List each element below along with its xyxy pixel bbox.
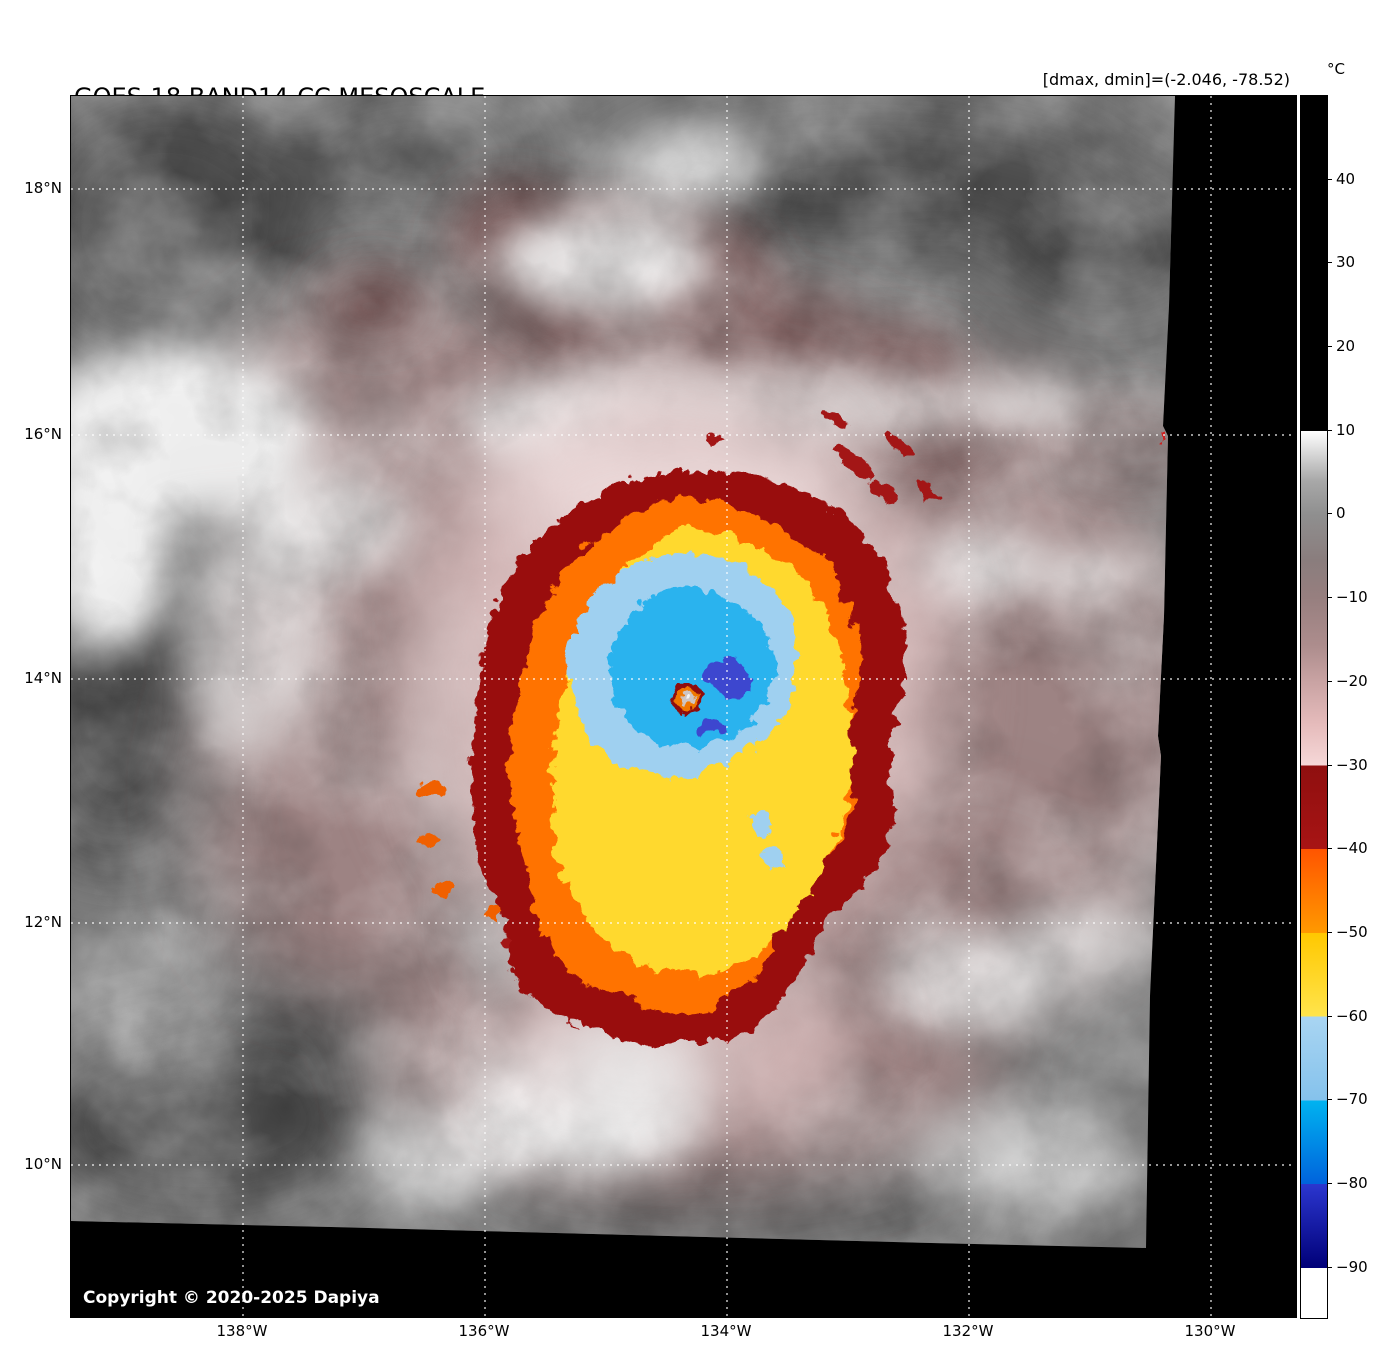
- powderblue-specks: [746, 805, 779, 862]
- lat-label: 14°N: [24, 669, 62, 687]
- colorbar-tick-mark: [1327, 262, 1332, 264]
- colorbar-tick-mark: [1327, 429, 1332, 431]
- colorbar-tick-mark: [1327, 764, 1332, 766]
- colorbar-tick-mark: [1327, 931, 1332, 933]
- colorbar-tick-mark: [1327, 1015, 1332, 1017]
- data-region: [71, 96, 1175, 1248]
- dmax-dmin-text: [dmax, dmin]=(-2.046, -78.52): [1042, 70, 1290, 89]
- colorbar-tick-mark: [1327, 1266, 1332, 1268]
- coldest-deepblue-patch: [700, 655, 746, 693]
- lon-label: 130°W: [1184, 1322, 1236, 1340]
- lat-label: 12°N: [24, 913, 62, 931]
- coldest-deepblue-patch-small: [694, 715, 720, 733]
- colorbar-tick-label: 0: [1336, 504, 1346, 523]
- orange-specks-west: [412, 776, 508, 946]
- colorbar-tick-mark: [1327, 1099, 1332, 1101]
- colorbar-tick-mark: [1327, 178, 1332, 180]
- colorbar-gradient: [1301, 96, 1327, 1318]
- lat-label: 16°N: [24, 425, 62, 443]
- colorbar-tick-label: 10: [1336, 420, 1356, 439]
- colorbar-tick-mark: [1327, 1183, 1332, 1185]
- colorbar-tick-mark: [1327, 597, 1332, 599]
- lon-label: 134°W: [700, 1322, 752, 1340]
- lat-label: 10°N: [24, 1155, 62, 1173]
- lon-label: 138°W: [216, 1322, 268, 1340]
- colorbar-tick-label: 20: [1336, 337, 1356, 356]
- colorbar-tick-label: −20: [1336, 671, 1368, 690]
- lon-label: 136°W: [458, 1322, 510, 1340]
- colorbar-tick-label: −70: [1336, 1090, 1368, 1109]
- colorbar-tick-mark: [1327, 848, 1332, 850]
- colorbar-tick-mark: [1327, 680, 1332, 682]
- colorbar-tick-label: −60: [1336, 1006, 1368, 1025]
- red-streaks-northeast: [701, 408, 936, 498]
- colorbar-tick-label: −80: [1336, 1174, 1368, 1193]
- colorbar-tick-label: 30: [1336, 253, 1356, 272]
- hurricane-eye: [667, 677, 699, 709]
- colorbar: [1300, 95, 1328, 1319]
- colorbar-tick-label: −10: [1336, 588, 1368, 607]
- colorbar-tick-label: −50: [1336, 922, 1368, 941]
- gridlines: [71, 96, 1296, 1317]
- hurricane-core: [412, 408, 1165, 1042]
- lon-label: 132°W: [942, 1322, 994, 1340]
- colorbar-unit-label: °C: [1327, 60, 1345, 78]
- copyright: Copyright © 2020-2025 Dapiya: [83, 1288, 380, 1308]
- cold-core-cyan: [603, 582, 771, 744]
- red-edge-pixel: [1160, 426, 1165, 440]
- satellite-map: Copyright © 2020-2025 Dapiya: [71, 96, 1296, 1317]
- colorbar-tick-mark: [1327, 513, 1332, 515]
- colorbar-tick-label: −30: [1336, 755, 1368, 774]
- map-frame: Copyright © 2020-2025 Dapiya: [70, 95, 1297, 1318]
- colorbar-tick-label: −90: [1336, 1257, 1368, 1276]
- lat-label: 18°N: [24, 179, 62, 197]
- colorbar-tick-label: −40: [1336, 839, 1368, 858]
- colorbar-tick-label: 40: [1336, 169, 1356, 188]
- colorbar-tick-mark: [1327, 346, 1332, 348]
